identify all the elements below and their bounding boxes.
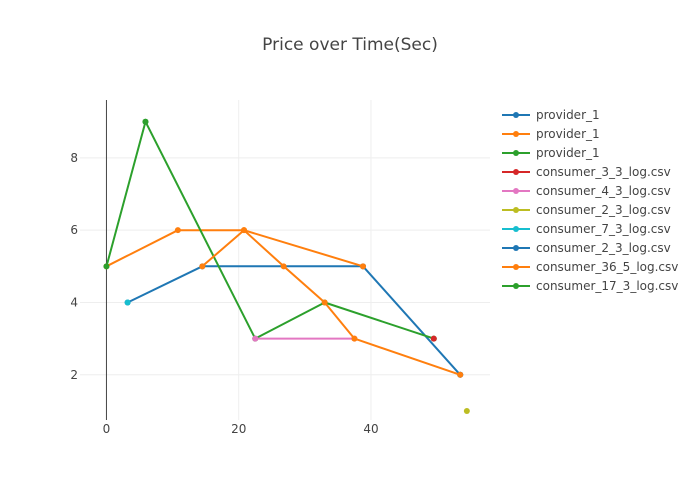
data-point[interactable] xyxy=(321,299,328,306)
x-tick-label: 0 xyxy=(103,422,111,436)
legend-item[interactable]: consumer_4_3_log.csv xyxy=(502,184,671,198)
legend-item[interactable]: consumer_3_3_log.csv xyxy=(502,165,671,179)
data-point[interactable] xyxy=(457,371,464,378)
series xyxy=(124,299,131,306)
series xyxy=(252,335,358,342)
legend-item[interactable]: provider_1 xyxy=(502,146,600,160)
legend-label: consumer_4_3_log.csv xyxy=(536,184,671,198)
legend-item[interactable]: provider_1 xyxy=(502,108,600,122)
legend-item[interactable]: consumer_36_5_log.csv xyxy=(502,260,678,274)
series xyxy=(430,335,437,342)
x-tick-label: 20 xyxy=(231,422,246,436)
legend-marker xyxy=(513,283,519,289)
data-point[interactable] xyxy=(252,335,259,342)
legend-label: consumer_17_3_log.csv xyxy=(536,279,678,293)
grid xyxy=(80,100,490,420)
legend-item[interactable]: consumer_2_3_log.csv xyxy=(502,241,671,255)
legend-item[interactable]: consumer_17_3_log.csv xyxy=(502,279,678,293)
series-line xyxy=(201,229,461,376)
legend-item[interactable]: consumer_7_3_log.csv xyxy=(502,222,671,236)
legend-label: provider_1 xyxy=(536,127,600,141)
data-point[interactable] xyxy=(174,227,181,234)
legend-label: consumer_2_3_log.csv xyxy=(536,203,671,217)
series xyxy=(103,227,367,270)
axis-ticks: 0 20 40 2 4 6 8 xyxy=(70,151,378,436)
data-point[interactable] xyxy=(199,263,206,270)
data-point[interactable] xyxy=(360,263,367,270)
series xyxy=(124,263,464,378)
legend-item[interactable]: consumer_2_3_log.csv xyxy=(502,203,671,217)
legend-label: provider_1 xyxy=(536,146,600,160)
legend-marker xyxy=(513,226,519,232)
data-point[interactable] xyxy=(351,335,358,342)
legend-label: consumer_36_5_log.csv xyxy=(536,260,678,274)
legend-marker xyxy=(513,150,519,156)
y-tick-label: 4 xyxy=(70,295,78,309)
data-point[interactable] xyxy=(463,407,470,414)
y-tick-label: 6 xyxy=(70,223,78,237)
legend-label: provider_1 xyxy=(536,108,600,122)
data-point[interactable] xyxy=(241,227,247,234)
legend-marker xyxy=(513,169,519,175)
series xyxy=(463,407,470,414)
legend-marker xyxy=(513,112,519,118)
legend-marker xyxy=(513,207,519,213)
data-point[interactable] xyxy=(142,118,149,125)
legend-marker xyxy=(513,264,519,270)
series xyxy=(199,227,464,378)
data-point[interactable] xyxy=(280,263,287,270)
legend-marker xyxy=(513,188,519,194)
legend-marker xyxy=(513,131,519,137)
legend-item[interactable]: provider_1 xyxy=(502,127,600,141)
data-point[interactable] xyxy=(103,263,110,270)
data-point[interactable] xyxy=(430,335,437,342)
y-tick-label: 8 xyxy=(70,151,78,165)
legend-marker xyxy=(513,245,519,251)
y-tick-label: 2 xyxy=(70,368,78,382)
series-group xyxy=(103,118,470,414)
legend-label: consumer_7_3_log.csv xyxy=(536,222,671,236)
legend[interactable]: provider_1 provider_1 provider_1 consumer_3… xyxy=(502,108,678,293)
x-tick-label: 40 xyxy=(363,422,378,436)
series-line xyxy=(106,229,364,268)
legend-label: consumer_2_3_log.csv xyxy=(536,241,671,255)
data-point[interactable] xyxy=(124,299,131,306)
series xyxy=(142,118,149,125)
chart-title: Price over Time(Sec) xyxy=(262,35,438,55)
legend-label: consumer_3_3_log.csv xyxy=(536,165,671,179)
